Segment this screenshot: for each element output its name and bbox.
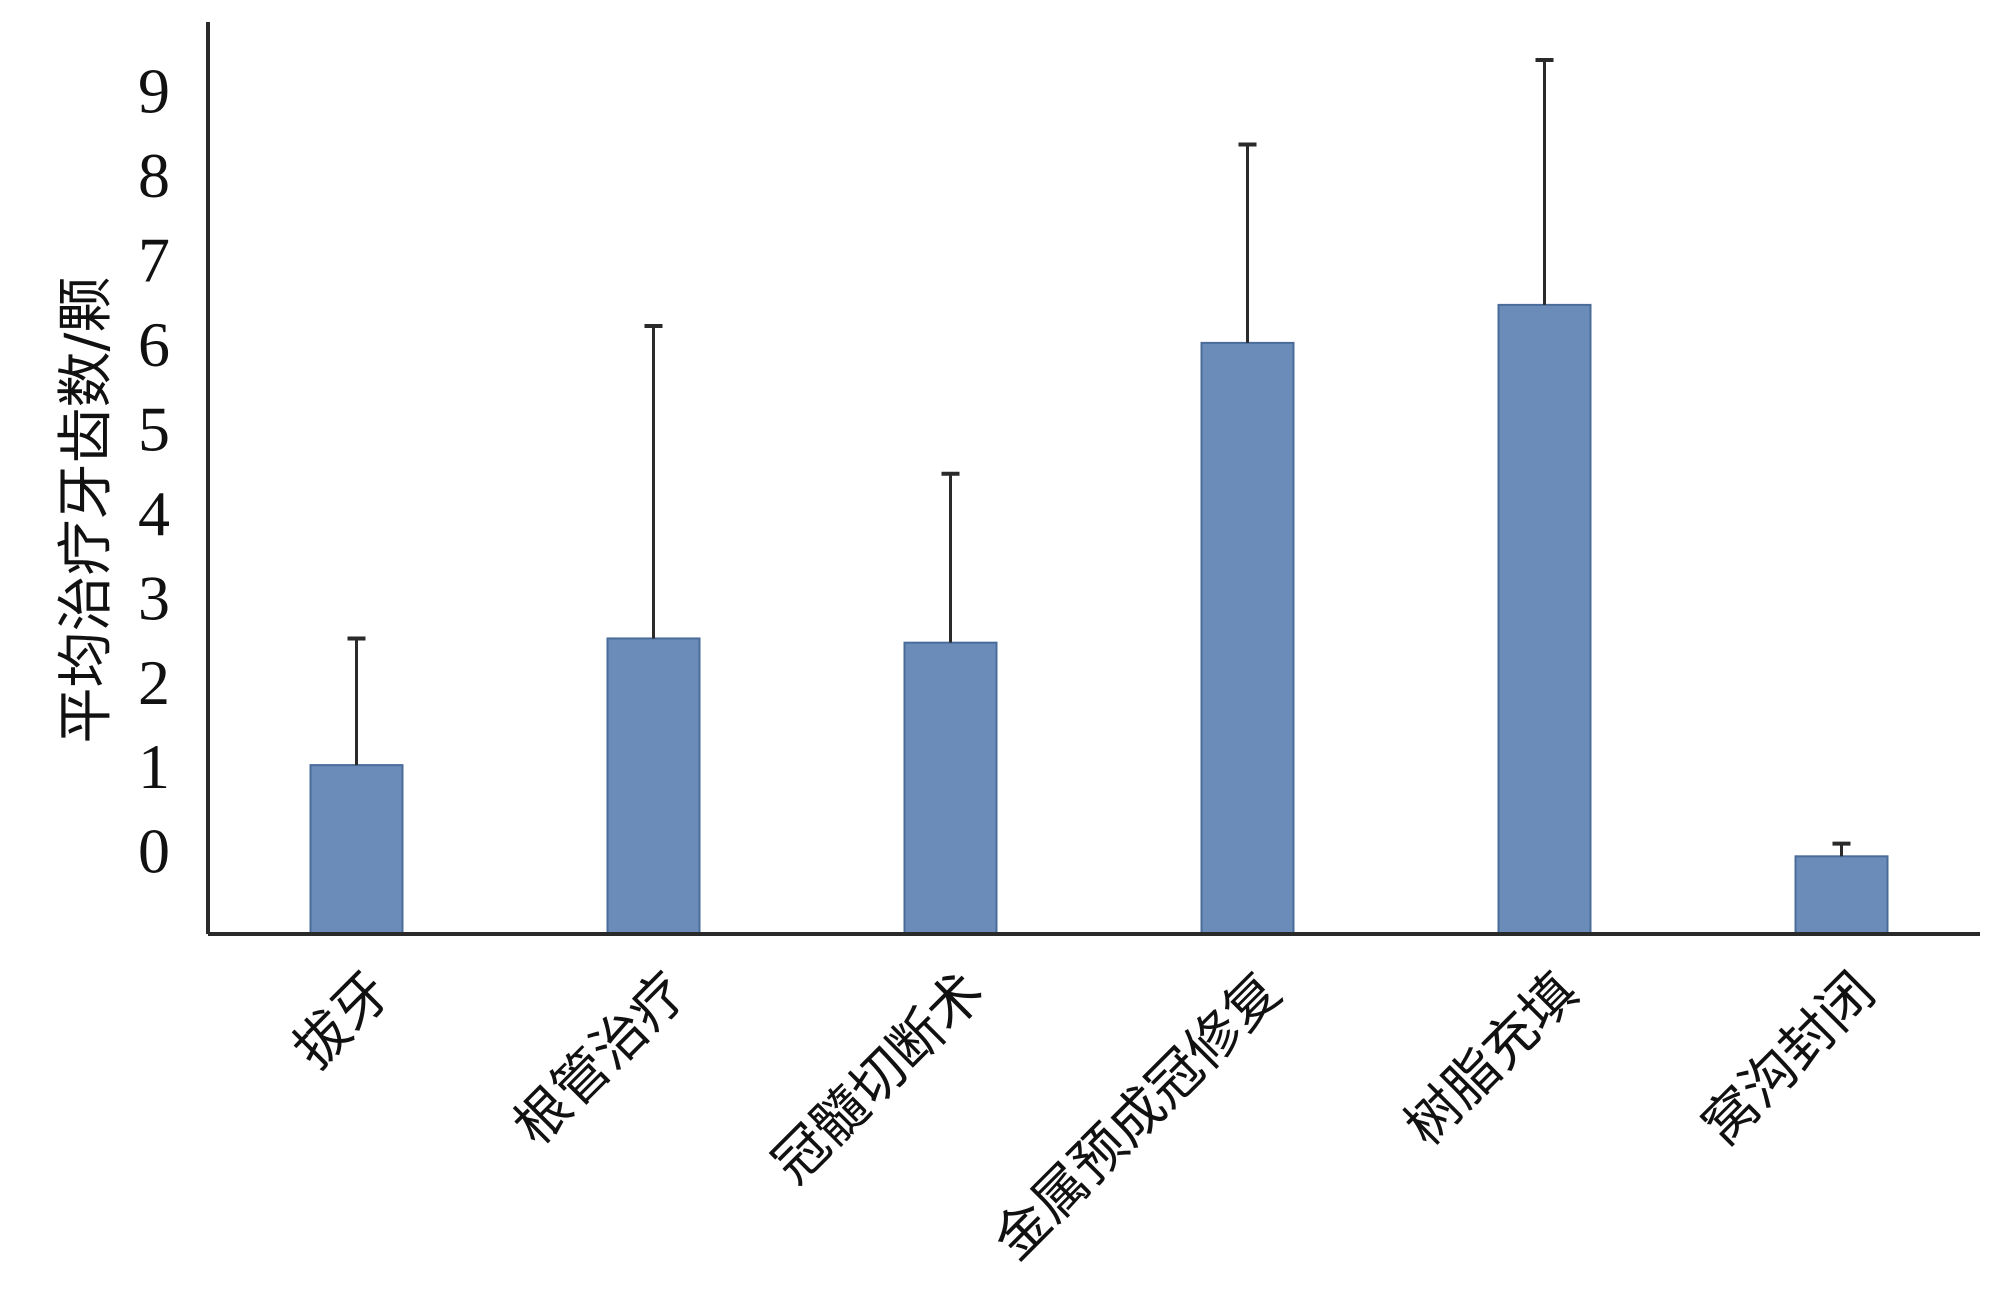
y-tick-label: 6 [138, 309, 170, 380]
y-tick-label: 3 [138, 562, 170, 633]
y-tick-label: 1 [138, 731, 170, 802]
x-category-label: 树脂充填 [1393, 960, 1590, 1157]
bar [1497, 303, 1592, 935]
bar [606, 637, 701, 935]
y-tick-label: 9 [138, 56, 170, 127]
x-category-label: 冠髓切断术 [761, 960, 996, 1195]
y-tick-label: 5 [138, 393, 170, 464]
x-category-label: 窝沟封闭 [1690, 960, 1887, 1157]
bar [903, 641, 998, 936]
y-tick-label: 7 [138, 225, 170, 296]
error-bars-layer [347, 58, 1851, 857]
bar [1794, 855, 1889, 935]
bar [1200, 341, 1295, 935]
y-tick-label: 0 [138, 816, 170, 887]
y-axis-title: 平均治疗牙齿数/颗 [54, 277, 119, 744]
y-tick-label: 2 [138, 647, 170, 718]
x-category-label: 拔牙 [281, 960, 402, 1081]
x-category-label: 金属预成冠修复 [981, 960, 1293, 1272]
x-category-label: 根管治疗 [502, 960, 699, 1157]
axes-layer [206, 22, 1980, 936]
y-tick-label: 8 [138, 140, 170, 211]
y-tick-label: 4 [138, 478, 170, 549]
y-tick-labels: 0 1 2 3 4 5 6 7 8 9 [138, 56, 170, 887]
bar [309, 764, 404, 935]
bars-layer [309, 303, 1889, 936]
